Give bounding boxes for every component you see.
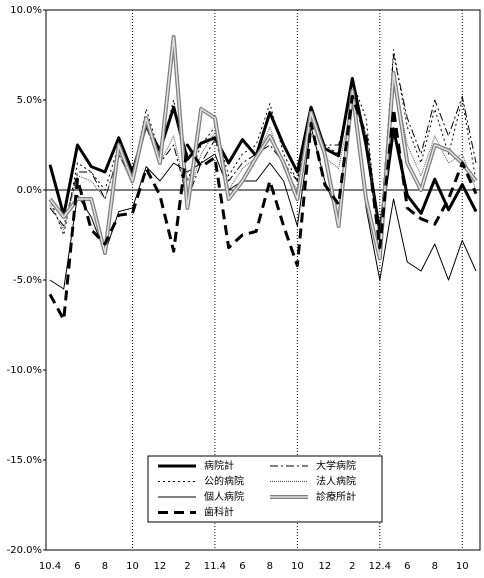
x-tick-label: 12.4 bbox=[369, 561, 391, 572]
x-tick-label: 8 bbox=[102, 561, 108, 572]
x-tick-label: 8 bbox=[432, 561, 438, 572]
x-tick-label: 10.4 bbox=[39, 561, 61, 572]
x-tick-label: 12 bbox=[154, 561, 167, 572]
x-tick-label: 12 bbox=[318, 561, 331, 572]
y-tick-label: -10.0% bbox=[7, 365, 42, 376]
series-line bbox=[49, 72, 477, 241]
x-tick-label: 10 bbox=[456, 561, 469, 572]
legend-label: 大学病院 bbox=[316, 459, 356, 472]
series-line bbox=[49, 49, 477, 245]
x-tick-label: 8 bbox=[267, 561, 273, 572]
x-tick-label: 2 bbox=[349, 561, 355, 572]
legend-label: 病院計 bbox=[204, 459, 234, 472]
legend-label: 法人病院 bbox=[316, 475, 356, 488]
y-tick-label: 10.0% bbox=[10, 5, 42, 16]
y-tick-label: 0.0% bbox=[17, 185, 42, 196]
x-tick-label: 6 bbox=[404, 561, 410, 572]
legend-label: 診療所計 bbox=[316, 490, 356, 503]
legend-label: 歯科計 bbox=[204, 506, 234, 519]
y-tick-label: -20.0% bbox=[7, 545, 42, 556]
y-tick-label: -15.0% bbox=[7, 455, 42, 466]
y-tick-label: -5.0% bbox=[13, 275, 42, 286]
y-tick-label: 5.0% bbox=[17, 95, 42, 106]
x-tick-label: 2 bbox=[184, 561, 190, 572]
x-tick-label: 11.4 bbox=[204, 561, 226, 572]
series-line bbox=[48, 94, 478, 322]
legend-label: 公的病院 bbox=[204, 475, 244, 488]
x-tick-label: 10 bbox=[291, 561, 304, 572]
x-tick-label: 10 bbox=[126, 561, 139, 572]
x-tick-label: 6 bbox=[74, 561, 80, 572]
series-line bbox=[49, 36, 477, 260]
legend-label: 個人病院 bbox=[204, 490, 244, 503]
x-tick-label: 6 bbox=[239, 561, 245, 572]
series-line bbox=[49, 99, 477, 290]
